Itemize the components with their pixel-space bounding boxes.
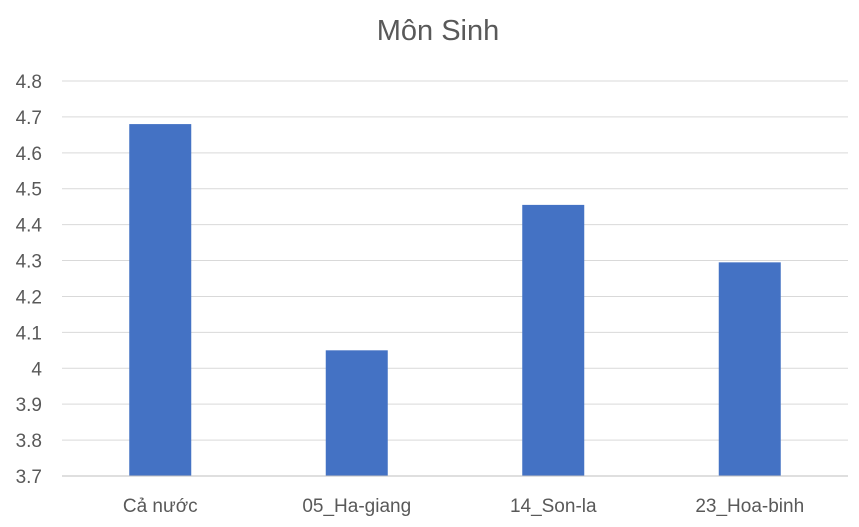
y-tick-label: 3.7 [16,467,42,488]
chart-title: Môn Sinh [377,15,500,47]
y-tick-label: 4.8 [16,72,42,93]
y-tick-label: 3.9 [16,395,42,416]
x-axis-ticks: Cả nước 05_Ha-giang 14_Son-la 23_Hoa-binh [123,496,804,517]
y-tick-label: 4.1 [16,323,42,344]
y-tick-label: 4 [31,359,42,380]
x-tick-label: 05_Ha-giang [302,496,411,517]
y-tick-label: 4.4 [16,216,43,237]
y-tick-label: 4.3 [16,252,42,273]
bar [129,124,192,476]
y-tick-label: 4.5 [16,180,42,201]
bar [325,350,388,476]
gridlines [62,80,848,441]
y-tick-label: 3.8 [16,431,42,452]
bar [522,204,585,477]
x-tick-label: Cả nước [123,496,198,517]
y-tick-label: 4.6 [16,144,42,165]
x-tick-label: 14_Son-la [510,496,597,517]
bar [718,262,781,476]
y-tick-label: 4.2 [16,287,42,308]
y-axis-ticks: 3.7 3.8 3.9 4 4.1 4.2 4.3 4.4 4.5 4.6 4.7 4.8 [16,72,43,488]
bars [129,124,781,477]
y-tick-label: 4.7 [16,108,42,129]
x-tick-label: 23_Hoa-binh [695,496,804,517]
